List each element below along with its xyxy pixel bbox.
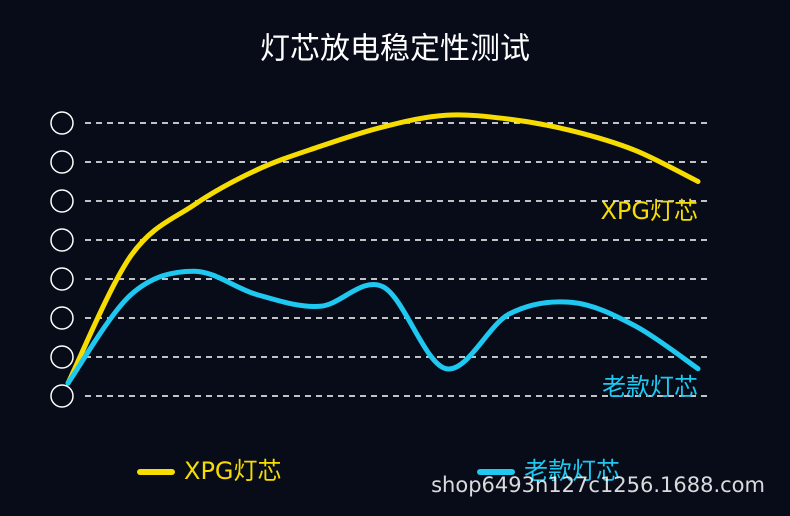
y-tick-mark	[50, 189, 74, 213]
chart-title: 灯芯放电稳定性测试	[260, 32, 530, 67]
y-tick-mark	[50, 150, 74, 174]
y-tick-mark	[50, 267, 74, 291]
y-tick-mark	[50, 384, 74, 408]
legend-label: XPG灯芯	[184, 457, 282, 485]
series-annotation: 老款灯芯	[602, 373, 698, 401]
legend-label: 老款灯芯	[524, 457, 620, 485]
y-tick-mark	[50, 228, 74, 252]
series-line	[65, 268, 701, 386]
y-tick-mark	[50, 306, 74, 330]
series-annotation: XPG灯芯	[600, 197, 698, 225]
y-tick-mark	[50, 345, 74, 369]
series-line	[65, 112, 701, 386]
watermark: shop6493n127c1256.1688.com	[431, 473, 765, 497]
y-tick-mark	[50, 111, 74, 135]
